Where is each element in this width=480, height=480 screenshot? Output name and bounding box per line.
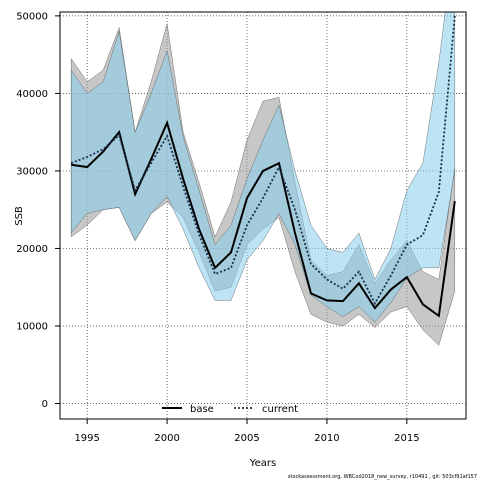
x-axis-ticks: 1995 2000 2005 2010 2015 <box>74 419 420 444</box>
y-tick-label: 40000 <box>16 89 48 100</box>
legend-label-current: current <box>262 404 298 415</box>
series-line-base <box>71 119 456 318</box>
confidence-band-current <box>70 12 456 323</box>
confidence-bands <box>70 12 456 346</box>
x-tick-label: 2005 <box>234 433 259 444</box>
x-tick-label: 2015 <box>394 433 419 444</box>
y-tick-label: 20000 <box>16 244 48 255</box>
legend-label-base: base <box>190 404 214 415</box>
x-tick-label: 2010 <box>314 433 339 444</box>
y-axis-label: SSB <box>14 206 25 226</box>
footnote: stockassessment.org, WBCod2018_new_surve… <box>288 474 477 480</box>
legend: base current <box>162 404 298 415</box>
grid <box>60 12 466 419</box>
y-tick-label: 0 <box>42 399 48 410</box>
x-tick-label: 1995 <box>74 433 99 444</box>
x-tick-label: 2000 <box>154 433 179 444</box>
series-lines <box>70 15 456 318</box>
y-tick-label: 10000 <box>16 321 48 332</box>
y-tick-label: 30000 <box>16 166 48 177</box>
y-tick-label: 50000 <box>16 11 48 22</box>
y-axis-ticks: 0 10000 20000 30000 40000 50000 <box>16 11 60 410</box>
x-axis-label: Years <box>249 458 276 469</box>
series-line-current <box>70 15 456 306</box>
plot-area-border <box>59 11 467 420</box>
